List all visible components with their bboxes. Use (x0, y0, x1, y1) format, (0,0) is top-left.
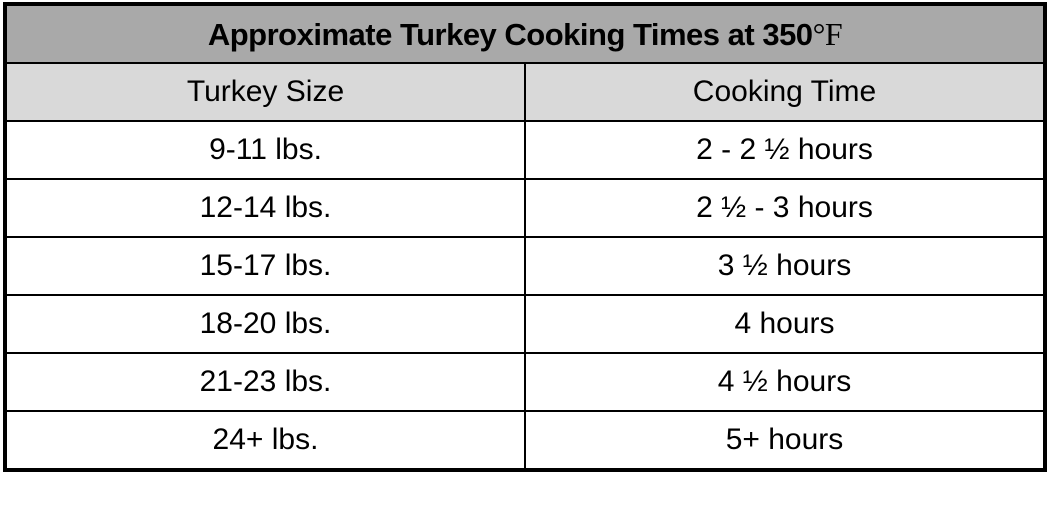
cooking-time-cell: 4 hours (524, 294, 1046, 354)
table-title-text: Approximate Turkey Cooking Times at 350 (207, 17, 813, 52)
table-row: 24+ lbs. 5+ hours (4, 410, 1046, 471)
table-title: Approximate Turkey Cooking Times at 350°… (4, 3, 1046, 64)
turkey-size-cell: 21-23 lbs. (4, 352, 526, 412)
table-title-row: Approximate Turkey Cooking Times at 350°… (4, 3, 1046, 64)
column-header-cooking-time: Cooking Time (524, 62, 1046, 122)
cooking-time-cell: 5+ hours (524, 410, 1046, 471)
turkey-size-cell: 12-14 lbs. (4, 178, 526, 238)
table-row: 15-17 lbs. 3 ½ hours (4, 236, 1046, 296)
table-row: 9-11 lbs. 2 - 2 ½ hours (4, 120, 1046, 180)
cooking-time-cell: 2 - 2 ½ hours (524, 120, 1046, 180)
table-row: 12-14 lbs. 2 ½ - 3 hours (4, 178, 1046, 238)
turkey-cooking-times-table: Approximate Turkey Cooking Times at 350°… (3, 2, 1047, 472)
cooking-time-cell: 4 ½ hours (524, 352, 1046, 412)
degree-fahrenheit-text: °F (812, 16, 843, 52)
table-row: 21-23 lbs. 4 ½ hours (4, 352, 1046, 412)
cooking-time-cell: 2 ½ - 3 hours (524, 178, 1046, 238)
turkey-size-cell: 18-20 lbs. (4, 294, 526, 354)
turkey-size-cell: 9-11 lbs. (4, 120, 526, 180)
table-row: 18-20 lbs. 4 hours (4, 294, 1046, 354)
turkey-size-cell: 15-17 lbs. (4, 236, 526, 296)
table-header-row: Turkey Size Cooking Time (4, 62, 1046, 122)
turkey-size-cell: 24+ lbs. (4, 410, 526, 471)
column-header-turkey-size: Turkey Size (4, 62, 526, 122)
cooking-time-cell: 3 ½ hours (524, 236, 1046, 296)
